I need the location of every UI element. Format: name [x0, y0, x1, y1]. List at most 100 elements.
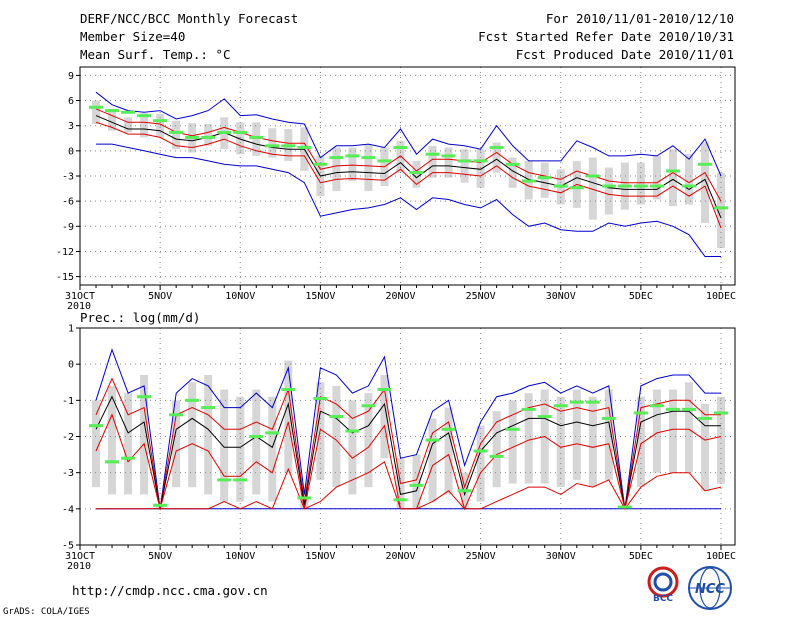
bcc-logo-text: BCC	[653, 594, 673, 604]
median-marker	[89, 105, 104, 109]
ensemble-box	[556, 396, 565, 488]
median-marker	[105, 460, 120, 464]
median-marker	[217, 478, 232, 482]
ensemble-box	[380, 375, 389, 459]
series-line-upper	[95, 108, 722, 202]
footer-credit: GrADS: COLA/IGES	[3, 607, 90, 617]
x-tick-label: 10NOV	[225, 551, 255, 562]
series-line-mean	[95, 395, 721, 509]
median-marker	[377, 387, 392, 391]
median-marker	[537, 176, 552, 180]
median-marker	[457, 489, 472, 493]
ensemble-box	[412, 160, 421, 188]
footer-url[interactable]: http://cmdp.ncc.cma.gov.cn	[72, 583, 268, 598]
header-start-date: Fcst Started Refer Date 2010/10/31	[478, 29, 734, 44]
header-member-size: Member Size=40	[80, 29, 185, 44]
ensemble-box	[508, 157, 517, 188]
median-marker	[313, 162, 328, 166]
median-marker	[585, 174, 600, 178]
median-marker	[393, 498, 408, 502]
median-marker	[361, 404, 376, 408]
median-marker	[153, 503, 168, 507]
header-variable: Mean Surf. Temp.: °C	[80, 47, 231, 62]
median-marker	[617, 184, 632, 188]
median-marker	[249, 435, 264, 438]
bcc-logo-ring-outer	[647, 566, 679, 598]
ncc-logo: NCC	[688, 566, 732, 610]
median-marker	[633, 411, 648, 415]
ensemble-box	[572, 389, 581, 480]
series-line-mean	[95, 115, 722, 219]
ensemble-box	[396, 140, 405, 173]
median-marker	[313, 397, 328, 401]
median-marker	[233, 478, 248, 482]
median-marker	[665, 407, 680, 411]
ensemble-box	[492, 411, 501, 488]
ensemble-box	[364, 144, 373, 192]
precip-chart-title: Prec.: log(mm/d)	[80, 310, 200, 325]
y-tick-label: -4	[62, 504, 74, 515]
median-marker	[425, 152, 440, 156]
ensemble-box	[364, 393, 373, 488]
x-tick-label: 5NOV	[148, 291, 172, 302]
median-marker	[297, 496, 312, 500]
series-line-lowest	[96, 461, 722, 510]
ensemble-box	[604, 167, 613, 215]
ensemble-box	[124, 117, 133, 133]
ensemble-box	[684, 154, 693, 205]
series-line-min	[96, 143, 721, 257]
median-marker	[505, 427, 520, 431]
y-tick-label: -12	[56, 247, 74, 258]
x-tick-label: 5DEC	[629, 551, 653, 562]
ensemble-box	[188, 382, 197, 488]
y-tick-label: -6	[62, 197, 74, 208]
ensemble-box	[332, 147, 341, 192]
median-marker	[457, 159, 472, 163]
ensemble-box	[717, 172, 725, 249]
median-marker	[569, 400, 584, 404]
ensemble-box	[636, 396, 645, 488]
median-marker	[409, 483, 424, 487]
ensemble-box	[604, 389, 613, 480]
temperature-chart: -15 -12 -9 -6 -3 0 3 6 9 31OCT 5NOV 10NOV 15NOV 20NOV…	[56, 66, 736, 312]
median-marker	[265, 144, 280, 148]
median-marker	[473, 159, 488, 163]
x-tick-label: 10DEC	[706, 291, 736, 302]
ensemble-box	[348, 400, 357, 495]
ensemble-box	[428, 145, 437, 178]
ensemble-box	[540, 162, 549, 198]
median-marker	[329, 415, 344, 419]
median-marker	[441, 154, 456, 158]
ensemble-box	[684, 382, 693, 473]
ensemble-box	[236, 122, 245, 155]
ensemble-box	[124, 393, 133, 495]
median-marker	[697, 162, 712, 166]
median-marker	[297, 145, 312, 149]
x-tick-label: 20NOV	[385, 291, 415, 302]
y-tick-label: -9	[62, 222, 74, 233]
x-tick-label: 30NOV	[546, 291, 576, 302]
x-tick-label: 31OCT	[65, 551, 95, 562]
median-marker	[185, 135, 200, 139]
y-tick-label: -3	[62, 468, 74, 479]
median-marker	[409, 171, 424, 175]
median-marker	[249, 135, 264, 139]
x-tick-label: 10NOV	[225, 291, 255, 302]
ensemble-box	[92, 400, 101, 488]
ensemble-box	[508, 400, 517, 484]
ensemble-box	[140, 113, 149, 138]
series-line-lower	[95, 121, 722, 229]
ensemble-box	[588, 157, 597, 220]
x-tick-label: 30NOV	[546, 551, 576, 562]
ensemble-box	[444, 407, 453, 495]
median-marker	[537, 415, 552, 419]
median-marker	[89, 424, 104, 428]
median-marker	[425, 438, 440, 442]
ensemble-box	[108, 385, 117, 495]
median-marker	[121, 110, 136, 114]
ensemble-box	[412, 454, 421, 509]
ensemble-box	[268, 128, 277, 158]
median-marker	[201, 406, 216, 410]
median-marker	[649, 184, 664, 188]
